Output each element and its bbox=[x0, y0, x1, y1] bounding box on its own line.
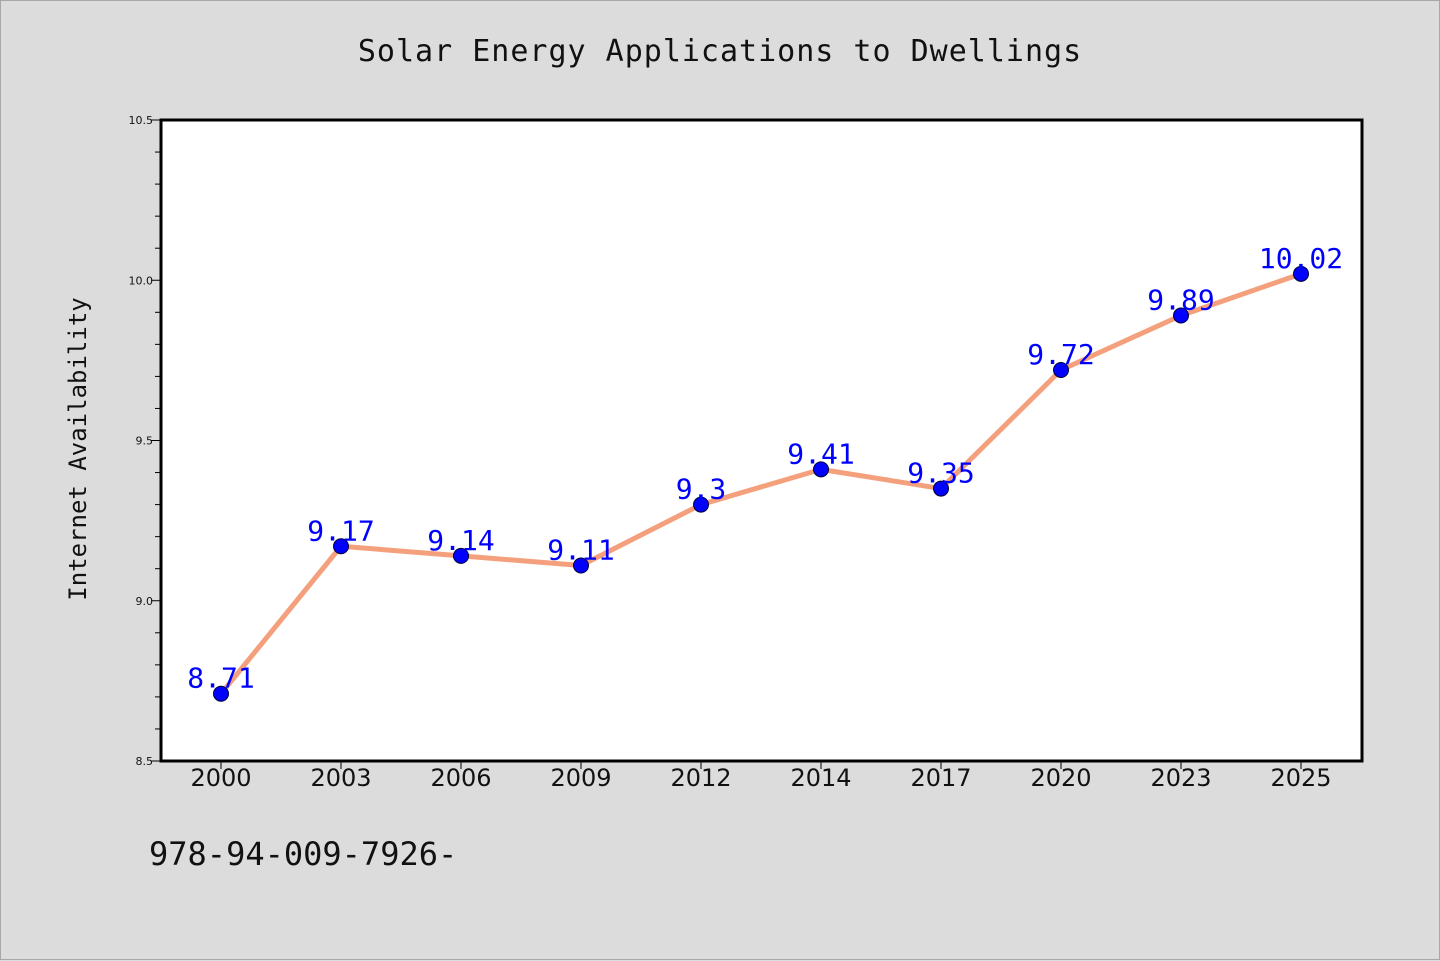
data-point-marker bbox=[1173, 307, 1189, 324]
data-label: 9.89 bbox=[1147, 284, 1214, 317]
data-point-marker bbox=[933, 480, 949, 497]
series-line bbox=[218, 271, 1304, 697]
data-label: 10.02 bbox=[1259, 242, 1343, 275]
data-point-marker bbox=[693, 496, 709, 513]
x-tick-label: 2017 bbox=[910, 764, 971, 792]
x-tick-label: 2025 bbox=[1270, 764, 1331, 792]
data-label: 9.14 bbox=[427, 524, 494, 557]
data-label: 9.17 bbox=[307, 514, 374, 547]
data-point-marker bbox=[213, 685, 229, 702]
y-tick-label: 10.5 bbox=[129, 114, 154, 127]
data-point-marker bbox=[813, 461, 829, 478]
data-point-marker bbox=[1293, 265, 1309, 282]
x-tick-label: 2003 bbox=[310, 764, 371, 792]
y-tick-label: 9.0 bbox=[136, 595, 154, 608]
data-label: 9.3 bbox=[676, 473, 727, 506]
data-label: 9.72 bbox=[1027, 338, 1094, 371]
data-label: 9.35 bbox=[907, 457, 974, 490]
data-point-marker bbox=[333, 538, 349, 555]
data-label: 9.11 bbox=[547, 533, 614, 566]
data-label: 8.71 bbox=[187, 662, 254, 695]
chart-title: Solar Energy Applications to Dwellings bbox=[357, 34, 1083, 69]
plot-area bbox=[161, 120, 1362, 761]
y-tick-label: 8.5 bbox=[136, 755, 154, 768]
x-tick-label: 2000 bbox=[190, 764, 251, 792]
x-tick-label: 2023 bbox=[1150, 764, 1211, 792]
y-tick-label: 10.0 bbox=[129, 274, 154, 287]
data-point-marker bbox=[1053, 361, 1069, 378]
data-point-marker bbox=[573, 557, 589, 574]
footer-code: 978-94-009-7926- bbox=[149, 835, 458, 873]
data-point-marker bbox=[453, 547, 469, 564]
y-tick-label: 9.5 bbox=[136, 435, 154, 448]
x-tick-label: 2012 bbox=[670, 764, 731, 792]
x-tick-label: 2006 bbox=[430, 764, 491, 792]
x-tick-label: 2020 bbox=[1030, 764, 1091, 792]
x-tick-label: 2014 bbox=[790, 764, 851, 792]
x-tick-label: 2009 bbox=[550, 764, 611, 792]
data-label: 9.41 bbox=[787, 437, 854, 470]
